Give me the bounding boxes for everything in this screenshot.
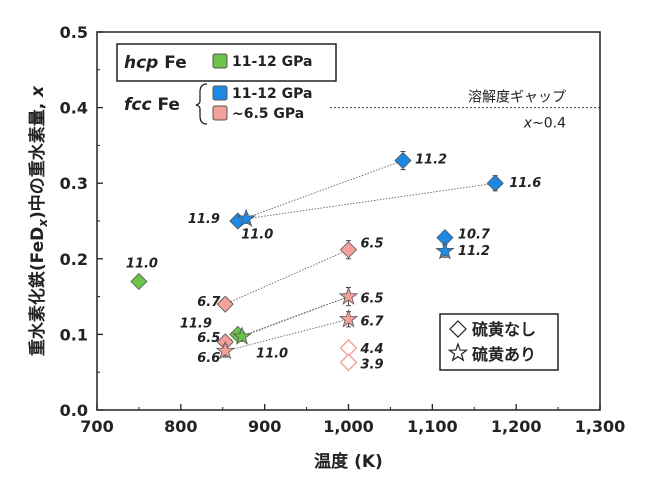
legend-swatch-fcc-blue: [212, 85, 228, 101]
diamond-point: [486, 174, 504, 192]
point-label: 11.0: [126, 256, 158, 271]
y-tick-label: 0.0: [60, 401, 88, 420]
gap-sublabel-rest: ~0.4: [532, 116, 566, 132]
y-axis-title-x: x: [28, 85, 48, 98]
x-tick-labels: 700 800 900 1,000 1,100 1,200 1,300: [80, 417, 625, 436]
legend-swatch-hcp-green: [212, 53, 228, 69]
solubility-gap-sublabel: x~0.4: [523, 116, 566, 132]
diamond-point: [339, 241, 358, 259]
y-tick-label: 0.3: [60, 174, 88, 193]
star-point: [232, 326, 252, 345]
point-label: 6.5: [361, 292, 384, 307]
x-tick-label: 1,300: [575, 417, 626, 436]
shape-legend: 硫黄なし 硫黄あり: [439, 313, 559, 371]
point-label: 4.4: [360, 342, 384, 357]
trend-line: [241, 296, 349, 338]
x-tick-label: 900: [248, 417, 281, 436]
diamond-point: [216, 295, 234, 313]
y-axis-title: 重水素化鉄(FeDx)中の重水素量, x: [27, 85, 50, 356]
plot-frame: [96, 31, 601, 411]
y-axis-title-sub-x: x: [36, 218, 50, 228]
legend-label-fcc-low: ~6.5 GPa: [232, 106, 304, 122]
point-label: 6.6: [197, 351, 220, 366]
star-point: [338, 309, 359, 328]
point-label: 11.9: [180, 316, 212, 331]
x-tick-label: 1,100: [407, 417, 458, 436]
legend-hcp-suffix: Fe: [158, 53, 186, 73]
gap-sublabel-x: x: [523, 116, 533, 132]
legend-hcp-phase: hcp Fe: [124, 53, 187, 73]
legend-swatch-fcc-pink: [212, 105, 228, 121]
open-diamond-point: [339, 353, 358, 372]
star-point: [435, 241, 455, 260]
legend-label-hcp: 11-12 GPa: [232, 54, 312, 70]
point-label: 6.7: [197, 295, 221, 310]
diamond-point: [130, 272, 148, 291]
diamond-point: [394, 151, 412, 170]
point-label: 11.2: [458, 244, 490, 259]
x-tick-label: 700: [80, 417, 113, 436]
trend-line: [246, 182, 496, 220]
data-points: [130, 150, 504, 372]
point-label: 10.7: [458, 228, 491, 243]
point-label: 3.9: [361, 357, 384, 372]
y-tick-label: 0.4: [60, 99, 88, 118]
point-label: 11.0: [241, 228, 273, 243]
legend-fcc-suffix: Fe: [152, 95, 180, 115]
y-tick-labels: 0.0 0.1 0.2 0.3 0.4 0.5: [60, 23, 88, 420]
shape-legend-star-icon: [447, 342, 469, 362]
y-axis-title-part-2: )中の重水素量,: [27, 97, 48, 219]
y-tick-label: 0.1: [60, 325, 88, 344]
point-label: 11.2: [415, 153, 447, 168]
shape-legend-label-with-sulfur: 硫黄あり: [472, 345, 536, 364]
point-labels: 11.011.911.011.911.011.211.610.711.26.76…: [126, 153, 541, 373]
legend-hcp-italic: hcp: [124, 53, 158, 73]
legend-fcc-phase: fcc Fe: [124, 95, 180, 115]
y-axis-title-part-1: 重水素化鉄(FeD: [27, 227, 48, 356]
y-tick-label: 0.2: [60, 250, 88, 269]
legend-brace: [195, 83, 208, 125]
trend-line: [225, 249, 349, 305]
point-label: 11.6: [509, 176, 541, 191]
x-tick-label: 1,000: [323, 417, 374, 436]
legend-label-fcc-high: 11-12 GPa: [232, 86, 312, 102]
shape-legend-diamond-icon: [449, 320, 467, 338]
star-point: [236, 208, 256, 227]
trend-line: [225, 318, 349, 352]
point-label: 11.0: [256, 347, 288, 362]
point-label: 11.9: [188, 212, 220, 227]
point-label: 6.5: [361, 237, 384, 252]
point-label: 6.7: [361, 314, 385, 329]
y-tick-label: 0.5: [60, 23, 88, 42]
star-point: [215, 340, 235, 360]
x-axis-title: 温度 (K): [314, 451, 383, 472]
legend: hcp Fe fcc Fe 11-12 GPa 11-12 GPa ~6.5 G…: [116, 43, 337, 125]
star-point: [338, 286, 359, 305]
trend-line: [237, 160, 404, 222]
point-label: 6.5: [197, 331, 220, 346]
shape-legend-label-no-sulfur: 硫黄なし: [472, 320, 536, 339]
solubility-gap-label: 溶解度ギャップ: [468, 90, 566, 106]
x-tick-label: 800: [164, 417, 197, 436]
legend-fcc-italic: fcc: [124, 95, 152, 115]
x-tick-label: 1,200: [491, 417, 542, 436]
